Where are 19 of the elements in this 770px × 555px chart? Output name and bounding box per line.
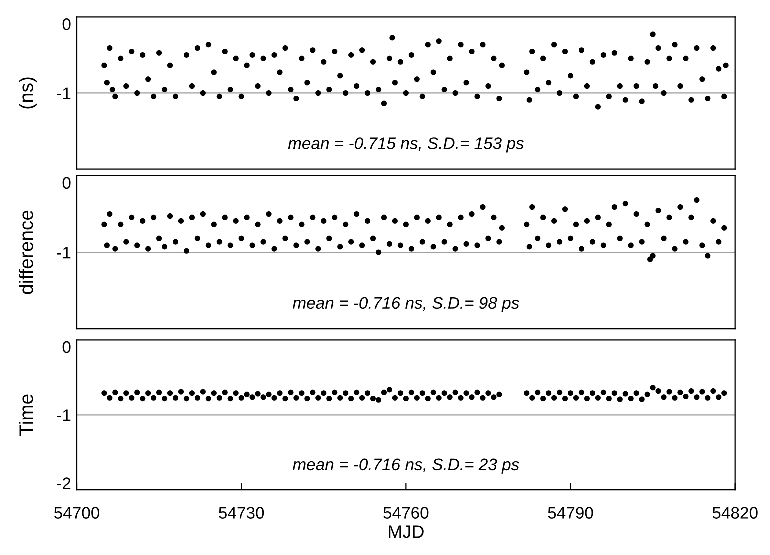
y-axis-title: difference — [19, 210, 34, 294]
annotation: mean = -0.716 ns, S.D.= 98 ps — [292, 297, 520, 312]
y-axis-title: Time — [19, 394, 34, 436]
y-tick-label: -2 — [57, 478, 71, 490]
x-tick-label: 54820 — [712, 507, 758, 519]
y-tick-label: 0 — [62, 341, 71, 354]
y-tick-label: 0 — [62, 177, 71, 190]
x-tick-label: 54760 — [384, 507, 429, 519]
x-axis-title: MJD — [389, 526, 424, 538]
annotation: mean = -0.715 ns, S.D.= 153 ps — [288, 138, 524, 153]
annotation: mean = -0.716 ns, S.D.= 23 ps — [292, 458, 520, 474]
y-tick-label: -1 — [57, 410, 71, 422]
y-axis-title: (ns) — [19, 78, 38, 109]
y-tick-label: 0 — [62, 18, 71, 30]
y-tick-label: -1 — [57, 88, 71, 100]
x-tick-label: 54730 — [219, 507, 264, 519]
x-tick-label: 54700 — [54, 507, 100, 519]
y-tick-label: -1 — [57, 247, 71, 259]
x-tick-label: 54790 — [548, 507, 594, 519]
